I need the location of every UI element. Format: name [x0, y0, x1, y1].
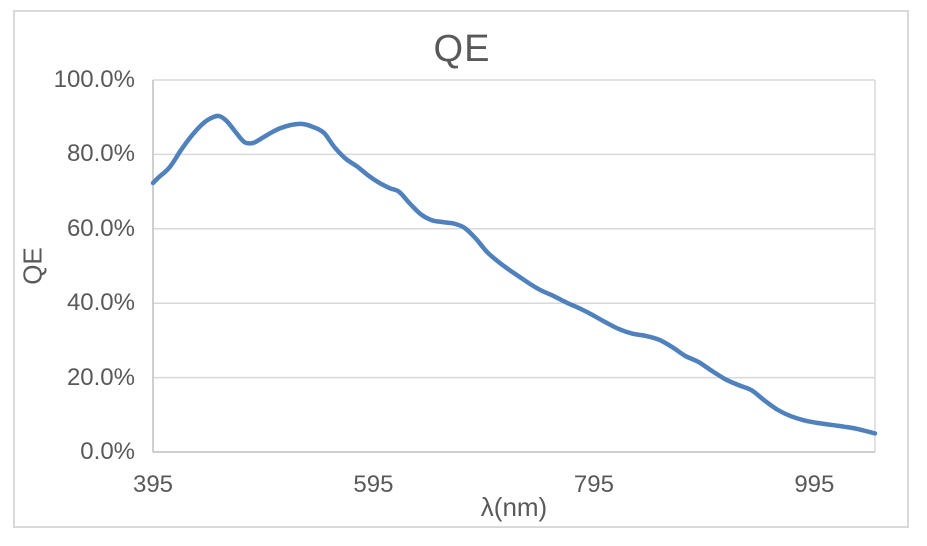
x-tick-label: 795 — [573, 471, 614, 498]
x-axis-title: λ(nm) — [480, 492, 548, 522]
chart-title: QE — [433, 28, 491, 70]
y-tick-label: 20.0% — [66, 363, 135, 391]
y-axis-title: QE — [17, 247, 48, 285]
qe-series-line — [150, 113, 878, 436]
y-tick-label: 0.0% — [80, 438, 135, 465]
chart-frame — [13, 10, 909, 528]
y-tick-label: 40.0% — [66, 289, 135, 317]
x-tick-label: 995 — [794, 471, 835, 498]
x-tick-label: 395 — [132, 471, 174, 498]
y-tick-label: 60.0% — [66, 214, 135, 242]
y-tick-label: 100.0% — [53, 66, 135, 93]
x-tick-label: 595 — [353, 471, 394, 498]
y-tick-label: 80.0% — [66, 140, 135, 168]
